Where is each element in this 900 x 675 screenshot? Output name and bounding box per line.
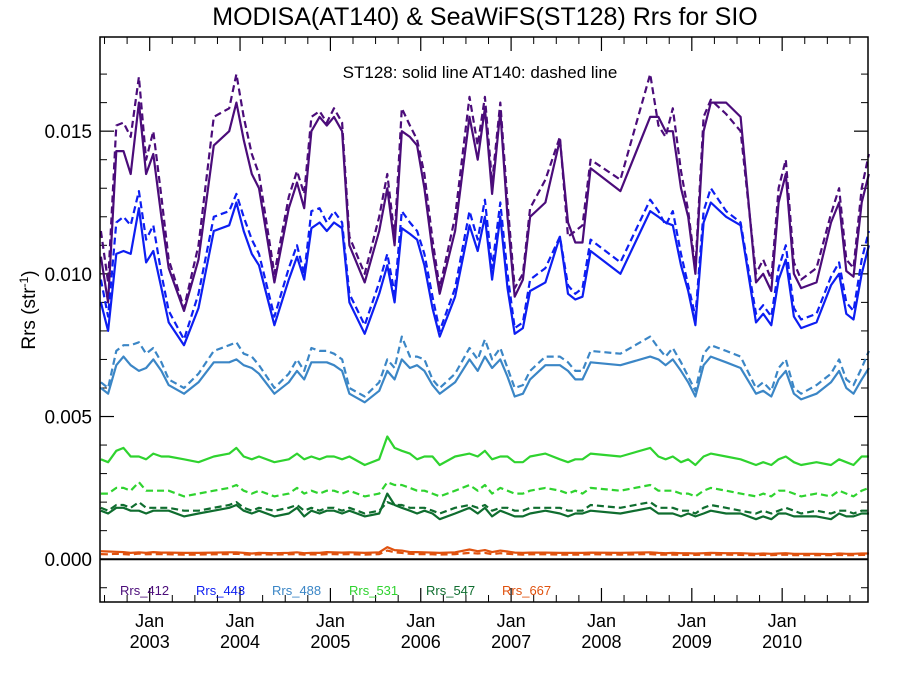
- x-tick-year-label: 2008: [581, 632, 621, 652]
- x-tick-month-label: Jan: [497, 611, 526, 631]
- x-tick-year-label: 2010: [762, 632, 802, 652]
- chart-title: MODISA(AT140) & SeaWiFS(ST128) Rrs for S…: [212, 3, 757, 31]
- plot-frame: [99, 36, 869, 603]
- legend-rrs-667: Rrs_667: [502, 583, 551, 598]
- y-tick-label: 0.010: [44, 265, 92, 286]
- x-tick-year-label: 2009: [672, 632, 712, 652]
- legend-rrs-443: Rrs_443: [196, 583, 245, 598]
- x-tick-year-label: 2006: [401, 632, 441, 652]
- x-tick-year-label: 2007: [491, 632, 531, 652]
- legend-rrs-488: Rrs_488: [272, 583, 321, 598]
- line-style-annotation: ST128: solid line AT140: dashed line: [343, 63, 618, 82]
- series-rrs-443-solid-line: [99, 201, 870, 347]
- series-rrs-667-dashed-line: [100, 549, 869, 557]
- x-tick-year-label: 2005: [310, 632, 350, 652]
- legend-rrs-412: Rrs_412: [120, 583, 169, 598]
- x-tick-year-label: 2003: [130, 632, 170, 652]
- series-rrs-488-dashed-line: [100, 335, 870, 398]
- x-tick-month-label: Jan: [226, 611, 255, 631]
- series-rrs-412-solid-line: [99, 101, 870, 312]
- x-tick-month-label: Jan: [406, 611, 435, 631]
- series-rrs-488-solid-line: [100, 355, 870, 404]
- y-axis-label: Rrs (str-1): [17, 270, 40, 349]
- x-tick-month-label: Jan: [677, 611, 706, 631]
- x-tick-month-label: Jan: [135, 611, 164, 631]
- series-rrs-547-solid-line: [100, 492, 869, 521]
- series-rrs-547-dashed-line: [100, 501, 869, 515]
- x-tick-month-label: Jan: [587, 611, 616, 631]
- series-rrs-667-solid-line: [100, 546, 869, 556]
- plot-area: 0.0000.0050.0100.015Jan2003Jan2004Jan200…: [44, 37, 870, 652]
- x-tick-month-label: Jan: [768, 611, 797, 631]
- series-rrs-531-dashed-line: [100, 481, 870, 498]
- legend-rrs-547: Rrs_547: [426, 583, 475, 598]
- x-tick-month-label: Jan: [316, 611, 345, 631]
- series-rrs-531-solid-line: [100, 435, 869, 467]
- y-tick-label: 0.005: [44, 408, 92, 429]
- x-tick-year-label: 2004: [220, 632, 260, 652]
- series-rrs-443-dashed-line: [99, 187, 870, 341]
- legend-rrs-531: Rrs_531: [349, 583, 398, 598]
- y-tick-label: 0.015: [44, 122, 92, 143]
- y-tick-label: 0.000: [44, 550, 92, 571]
